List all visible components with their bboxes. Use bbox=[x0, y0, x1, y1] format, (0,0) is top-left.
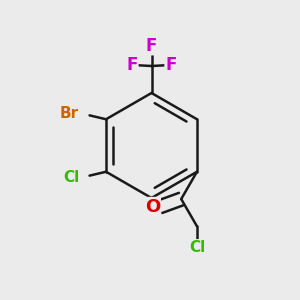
Text: Br: Br bbox=[60, 106, 79, 121]
Text: Cl: Cl bbox=[189, 240, 205, 255]
Text: Cl: Cl bbox=[63, 170, 79, 185]
Text: F: F bbox=[165, 56, 177, 74]
Text: O: O bbox=[145, 198, 160, 216]
Text: F: F bbox=[146, 37, 157, 55]
Text: F: F bbox=[126, 56, 138, 74]
